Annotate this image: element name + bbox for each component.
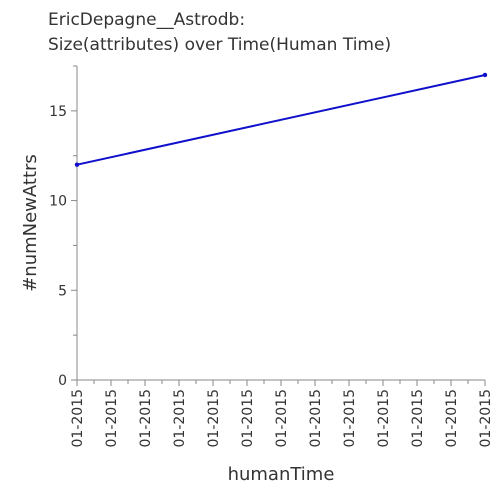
x-tick-label: 01-2015 [206,389,222,448]
x-axis-label: humanTime [228,464,335,485]
x-tick-label: 01-2015 [444,389,460,448]
y-tick-label: 10 [49,194,67,210]
y-axis-label: #numNewAttrs [20,154,41,292]
series-layer [74,72,488,167]
y-tick-label: 15 [49,104,67,120]
y-tick-label: 0 [58,373,67,389]
chart-title: EricDepagne__Astrodb: Size(attributes) o… [48,10,391,55]
x-tick-label: 01-2015 [104,389,120,448]
x-tick-label: 01-2015 [410,389,426,448]
x-tick-label: 01-2015 [308,389,324,448]
x-axis-ticks: 01-2015 01-2015 01-2015 01-2015 01-2015 01-20… [70,380,494,448]
x-tick-label: 01-2015 [342,389,358,448]
x-tick-label: 01-2015 [172,389,188,448]
y-tick-label: 5 [58,283,67,299]
data-point [482,72,488,78]
x-tick-label: 01-2015 [274,389,290,448]
data-point [74,162,80,167]
chart-title-line-2: Size(attributes) over Time(Human Time) [48,35,391,55]
chart-title-line-1: EricDepagne__Astrodb: [48,10,245,30]
x-tick-label: 01-2015 [478,389,494,448]
axes [76,66,485,381]
y-axis-ticks: 0 5 10 15 [49,65,77,389]
series-line [76,73,486,166]
x-tick-label: 01-2015 [240,389,256,448]
x-tick-label: 01-2015 [138,389,154,448]
x-tick-label: 01-2015 [70,389,86,448]
x-tick-label: 01-2015 [376,389,392,448]
